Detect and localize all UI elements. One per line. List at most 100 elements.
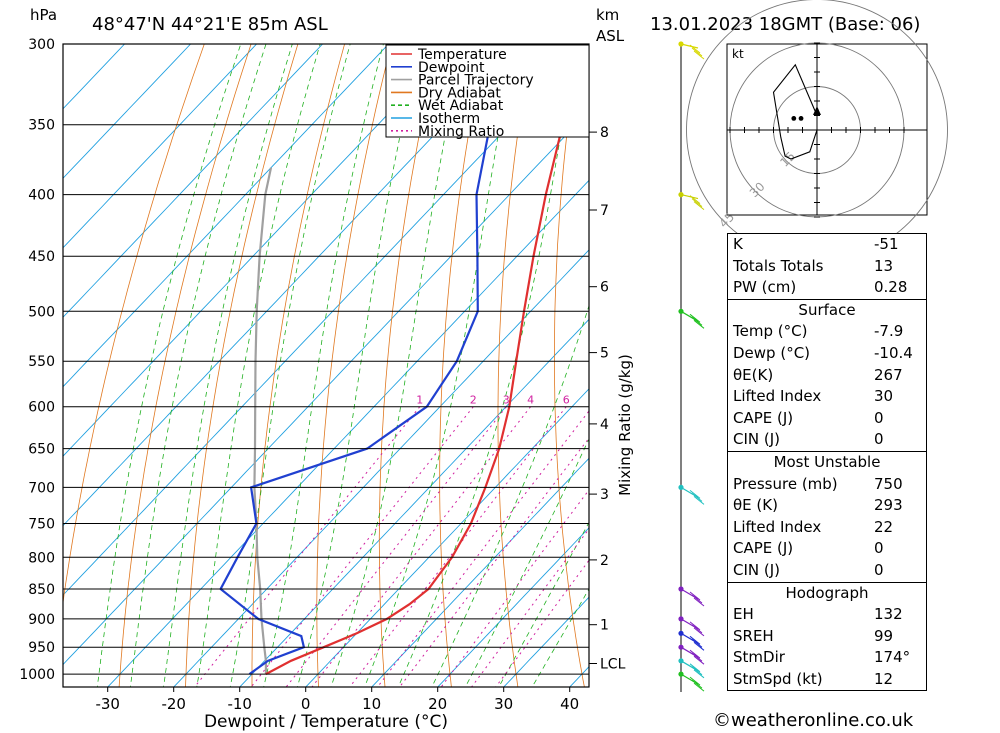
location-title: 48°47'N 44°21'E 85m ASL <box>92 14 328 35</box>
wind-barb-flag <box>691 594 703 604</box>
temp-tick-label: -20 <box>161 695 186 713</box>
mixing-ratio-label: 15 <box>645 394 659 407</box>
surface-label: Temp (°C) <box>733 322 808 341</box>
wind-barb-shaft <box>680 194 699 200</box>
mixing-ratio-label: 4 <box>527 394 534 407</box>
wind-barb-flag <box>689 195 701 204</box>
height-tick-label: 2 <box>600 553 609 569</box>
mixing-ratio-label: 1 <box>416 394 423 407</box>
dry-adiabat-line <box>950 0 1000 700</box>
surface-label: CAPE (J) <box>733 408 794 427</box>
index-pw-value: 0.28 <box>874 278 908 297</box>
surface-row: θE(K) 267 <box>728 365 926 387</box>
hodograph-trace <box>772 63 818 160</box>
temp-tick-label: -30 <box>95 695 120 713</box>
temp-tick-label: 20 <box>428 695 447 713</box>
legend-entry: Wet Adiabat <box>418 98 504 114</box>
temp-tick-label: 10 <box>362 695 381 713</box>
surface-row: Dewp (°C) -10.4 <box>728 343 926 365</box>
wind-barb-flag <box>689 621 701 631</box>
mixing-ratio-line <box>440 489 589 687</box>
wind-barb-flag <box>693 669 705 679</box>
hodograph-value: 132 <box>874 605 903 624</box>
hodograph-label: EH <box>733 605 754 624</box>
temp-tick-label: 40 <box>560 695 579 713</box>
dry-adiabat-line <box>609 0 654 700</box>
hodograph-row: SREH 99 <box>728 626 926 648</box>
isotherm-line <box>371 457 589 687</box>
surface-row: CIN (J) 0 <box>728 429 926 451</box>
surface-value: 267 <box>874 365 903 384</box>
pressure-tick-label: 650 <box>28 442 55 458</box>
surface-label: Lifted Index <box>733 387 822 406</box>
pressure-tick-label: 900 <box>28 612 55 628</box>
legend-entry: Parcel Trajectory <box>418 73 534 89</box>
height-tick-label: 6 <box>600 280 609 296</box>
wind-barb-flag <box>693 50 705 60</box>
most-unstable-row: Lifted Index 22 <box>728 517 926 539</box>
isotherm-line <box>63 44 192 179</box>
index-k-label: K <box>733 235 743 253</box>
index-tt-row: Totals Totals 13 <box>728 256 926 278</box>
wind-barb-flag <box>689 313 701 323</box>
isotherm-line <box>63 44 390 388</box>
most-unstable-row: CAPE (J) 0 <box>728 538 926 560</box>
most-unstable-label: Pressure (mb) <box>733 474 838 493</box>
pressure-tick-label: 750 <box>28 517 55 533</box>
mixing-ratio-label: 6 <box>563 394 570 407</box>
legend-entry: Dewpoint <box>418 60 485 76</box>
pressure-tick-label: 450 <box>28 249 55 265</box>
wind-barb-flag <box>691 47 703 57</box>
copyright-brand[interactable]: ©weatheronline.co.uk <box>713 710 913 731</box>
index-k-value: -51 <box>874 235 899 253</box>
wind-barb-flag <box>691 679 703 689</box>
isotherm-line <box>63 44 258 249</box>
surface-value: 0 <box>874 408 884 427</box>
indices-panel: K -51 Totals Totals 13 PW (cm) 0.28 Surface… <box>727 233 927 692</box>
mixing-ratio-line <box>285 406 507 687</box>
height-tick-label: 5 <box>600 346 609 362</box>
hodograph-row: StmDir 174° <box>728 647 926 669</box>
dry-adiabat-line <box>63 44 205 606</box>
mixing-ratio-label: 3 <box>503 394 510 407</box>
mixing-ratio-axis-label: Mixing Ratio (g/kg) <box>616 354 634 496</box>
wind-barb-flag <box>691 652 703 662</box>
pressure-tick-label: 950 <box>28 640 55 656</box>
height-tick-label: 4 <box>600 417 609 433</box>
surface-value: -10.4 <box>874 343 913 362</box>
surface-row: Temp (°C) -7.9 <box>728 321 926 343</box>
most-unstable-row: θE (K) 293 <box>728 495 926 517</box>
legend-entry: Temperature <box>417 47 507 63</box>
most-unstable-value: 22 <box>874 517 894 536</box>
km-label: km <box>596 6 619 24</box>
wind-barb-flag <box>689 676 701 686</box>
hodograph-value: 174° <box>874 648 911 667</box>
mixing-ratio-label: 25 <box>696 394 710 407</box>
wind-barb-flag <box>691 493 703 502</box>
wind-barb-flag <box>689 635 701 645</box>
index-k-row: K -51 <box>728 234 926 256</box>
most-unstable-value: 0 <box>874 539 884 558</box>
isotherm-line <box>437 527 589 687</box>
pressure-tick-label: 400 <box>28 188 55 204</box>
pressure-tick-label: 500 <box>28 304 55 320</box>
pressure-tick-label: 850 <box>28 582 55 598</box>
most-unstable-label: CAPE (J) <box>733 539 794 558</box>
surface-value: -7.9 <box>874 322 904 341</box>
surface-row: CAPE (J) 0 <box>728 408 926 430</box>
legend-entry: Dry Adiabat <box>418 85 501 101</box>
height-tick-label: 7 <box>600 203 609 219</box>
surface-title: Surface <box>728 298 926 322</box>
legend-box <box>385 44 590 138</box>
hodograph-value: 12 <box>874 669 894 688</box>
height-tick-label: 1 <box>600 618 609 634</box>
wind-barb-flag <box>689 44 701 54</box>
pressure-tick-label: 800 <box>28 550 55 566</box>
index-tt-value: 13 <box>874 256 894 275</box>
wet-adiabat-line <box>397 44 577 687</box>
wind-barb-flag <box>691 666 703 676</box>
wind-barb-flag <box>693 682 705 692</box>
